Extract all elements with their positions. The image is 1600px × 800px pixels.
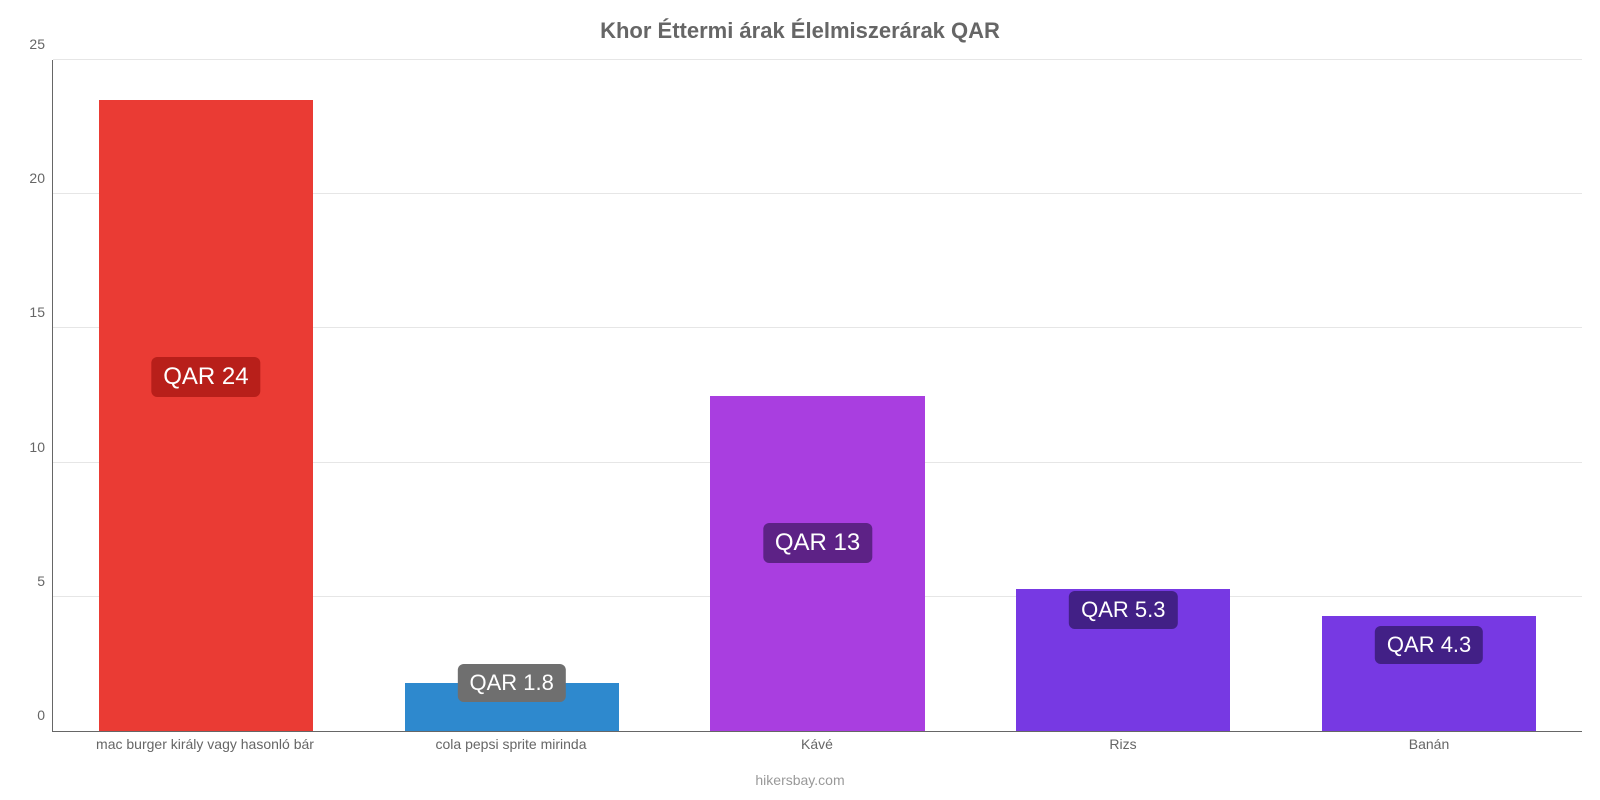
data-label: QAR 1.8 bbox=[458, 664, 566, 702]
bar bbox=[99, 100, 313, 731]
attribution-text: hikersbay.com bbox=[0, 772, 1600, 788]
data-label: QAR 4.3 bbox=[1375, 626, 1483, 664]
data-label: QAR 13 bbox=[763, 523, 872, 563]
y-tick-label: 25 bbox=[29, 36, 53, 52]
bar bbox=[710, 396, 924, 732]
x-tick-label: mac burger király vagy hasonló bár bbox=[96, 736, 314, 752]
gridline bbox=[53, 59, 1582, 60]
data-label: QAR 24 bbox=[151, 357, 260, 397]
x-axis-labels: mac burger király vagy hasonló bár cola p… bbox=[52, 736, 1582, 758]
x-tick-label: Banán bbox=[1409, 736, 1449, 752]
x-tick-label: Rizs bbox=[1109, 736, 1136, 752]
chart-title: Khor Éttermi árak Élelmiszerárak QAR bbox=[0, 18, 1600, 44]
y-tick-label: 20 bbox=[29, 170, 53, 186]
y-tick-label: 5 bbox=[37, 573, 53, 589]
y-tick-label: 0 bbox=[37, 707, 53, 723]
y-tick-label: 15 bbox=[29, 304, 53, 320]
data-label: QAR 5.3 bbox=[1069, 591, 1177, 629]
y-tick-label: 10 bbox=[29, 439, 53, 455]
x-tick-label: Kávé bbox=[801, 736, 833, 752]
x-tick-label: cola pepsi sprite mirinda bbox=[436, 736, 587, 752]
plot-area: 0510152025QAR 24QAR 1.8QAR 13QAR 5.3QAR … bbox=[52, 60, 1582, 732]
